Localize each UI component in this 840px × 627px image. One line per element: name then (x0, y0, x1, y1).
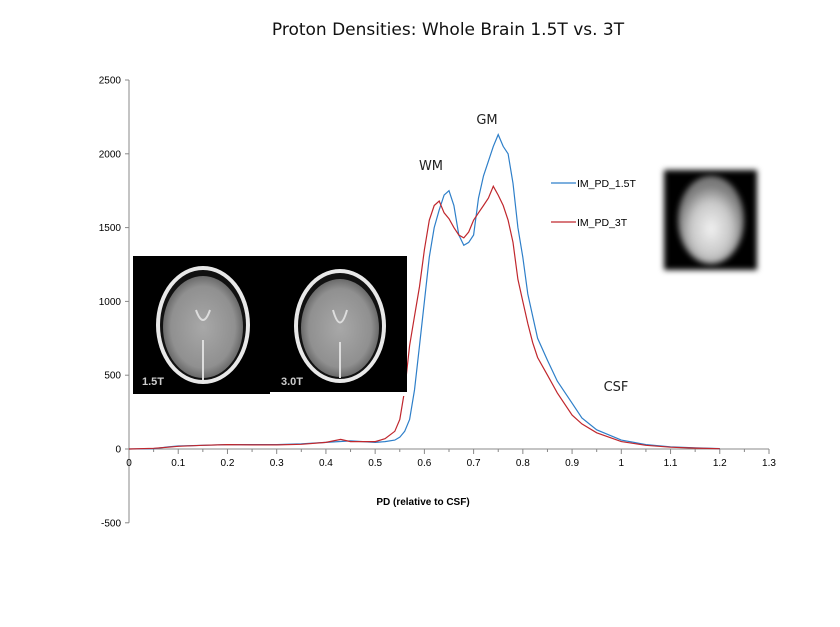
annotation-csf: CSF (604, 380, 629, 395)
inset-label-1.5t: 1.5T (142, 376, 164, 388)
x-tick-label: 1 (619, 458, 625, 469)
x-axis-label: PD (relative to CSF) (376, 497, 469, 508)
x-tick-label: 0.8 (516, 458, 530, 469)
series-line-3t (128, 184, 720, 450)
x-tick-label: 1.3 (762, 458, 776, 469)
x-tick-label: 1.1 (664, 458, 678, 469)
y-tick-label: 500 (104, 371, 121, 382)
chart-title: Proton Densities: Whole Brain 1.5T vs. 3… (272, 20, 625, 40)
y-tick-label: 1000 (99, 297, 122, 308)
x-tick-label: 0.9 (565, 458, 579, 469)
x-tick-label: 0.5 (368, 458, 382, 469)
y-tick-label: 0 (115, 445, 121, 456)
axes: 2500 2000 1500 1000 500 0 -500 0 0.1 0.2 0.3 0.4 0.5… (99, 76, 777, 530)
legend: IM_PD_1.5T IM_PD_3T (551, 178, 637, 229)
x-tick-label: 0.1 (171, 458, 185, 469)
x-tick-label: 0.7 (467, 458, 481, 469)
x-tick-label: 0.3 (270, 458, 284, 469)
x-tick-label: 0.2 (221, 458, 235, 469)
x-tick-label: 0 (126, 458, 132, 469)
series-lines (128, 133, 720, 450)
y-tick-label: 2500 (99, 76, 122, 87)
mri-inset-pd-map (664, 170, 757, 270)
annotation-wm: WM (419, 159, 443, 174)
mri-inset-axial: 1.5T 3.0T (133, 256, 407, 396)
y-tick-label: -500 (101, 518, 121, 529)
annotation-gm: GM (476, 113, 497, 128)
x-tick-label: 1.2 (713, 458, 727, 469)
x-tick-label: 0.6 (417, 458, 431, 469)
inset-label-3.0t: 3.0T (281, 376, 303, 388)
x-tick-label: 0.4 (319, 458, 333, 469)
y-tick-label: 1500 (99, 223, 122, 234)
legend-label-3t: IM_PD_3T (577, 217, 628, 229)
legend-label-1.5t: IM_PD_1.5T (577, 178, 637, 190)
y-tick-label: 2000 (99, 149, 122, 160)
